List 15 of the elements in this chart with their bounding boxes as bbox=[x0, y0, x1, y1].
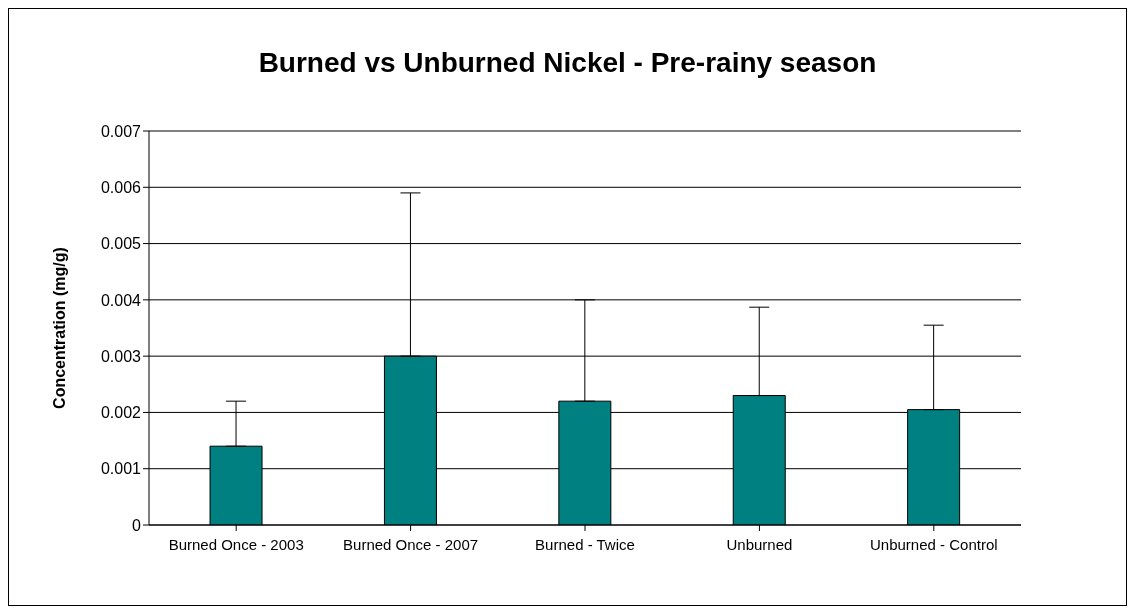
chart-title: Burned vs Unburned Nickel - Pre-rainy season bbox=[257, 47, 878, 79]
y-tick-label: 0.006 bbox=[100, 178, 142, 196]
x-tick-label: Unburned - Control bbox=[870, 535, 998, 553]
y-tick-label: 0 bbox=[132, 516, 142, 534]
y-axis-title: Concentration (mg/g) bbox=[50, 247, 68, 409]
x-tick-label: Unburned bbox=[726, 535, 793, 553]
y-tick-label: 0.007 bbox=[100, 122, 142, 140]
x-tick-label: Burned Once - 2003 bbox=[168, 535, 304, 553]
x-tick-label: Burned Once - 2007 bbox=[343, 535, 479, 553]
y-tick-label: 0.005 bbox=[100, 235, 142, 253]
y-tick-label: 0.002 bbox=[100, 404, 142, 422]
y-tick-label: 0.004 bbox=[100, 291, 142, 309]
y-tick-label: 0.001 bbox=[100, 460, 142, 478]
x-tick-label: Burned - Twice bbox=[535, 535, 635, 553]
y-tick-label: 0.003 bbox=[100, 347, 142, 365]
